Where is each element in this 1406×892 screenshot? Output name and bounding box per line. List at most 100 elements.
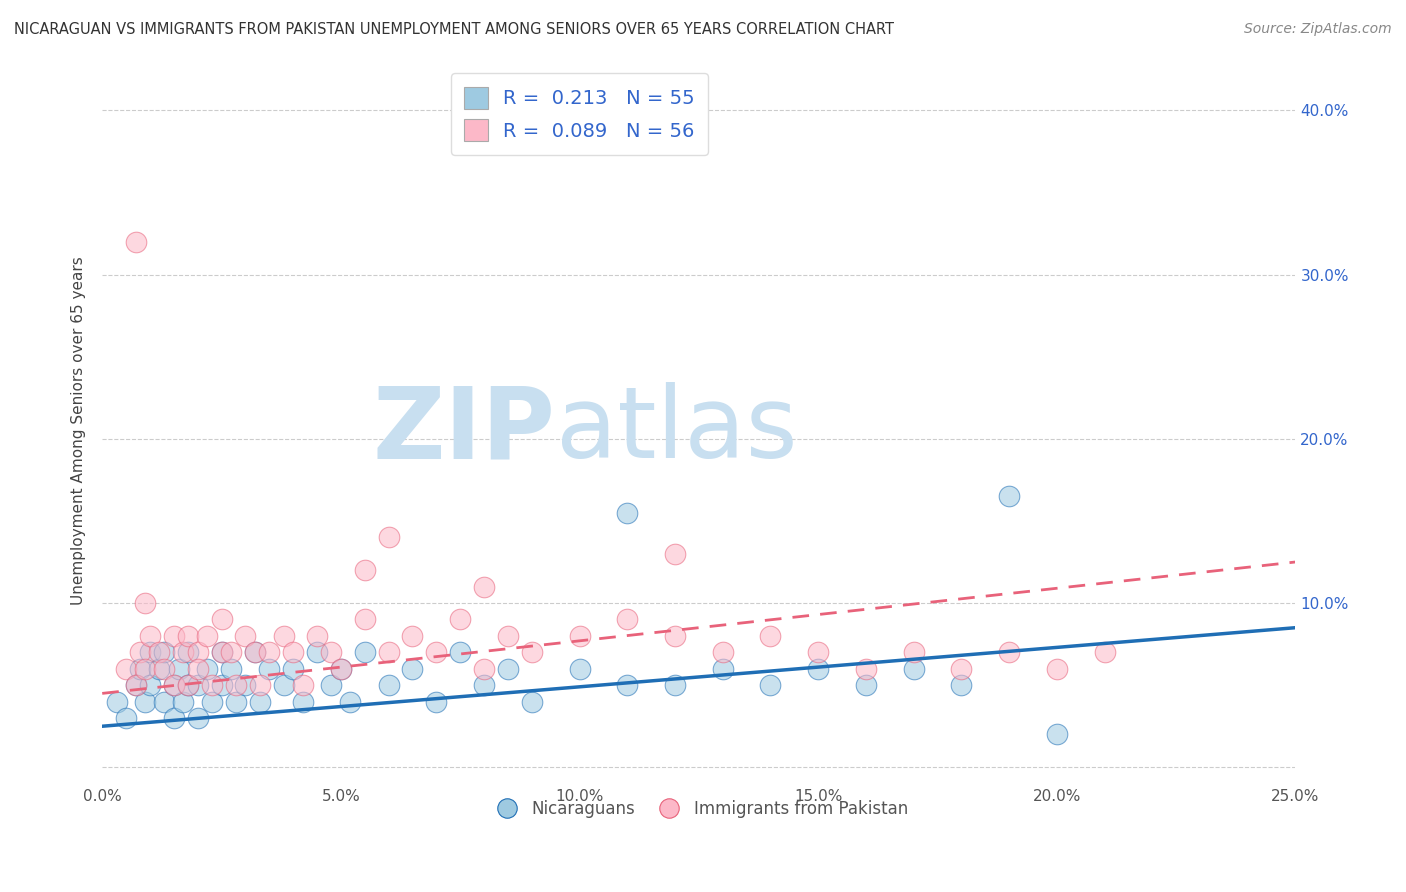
Point	[153, 662, 176, 676]
Point	[225, 678, 247, 692]
Point	[807, 645, 830, 659]
Point	[855, 662, 877, 676]
Point	[520, 695, 543, 709]
Point	[249, 678, 271, 692]
Point	[134, 596, 156, 610]
Point	[425, 695, 447, 709]
Point	[903, 662, 925, 676]
Point	[187, 645, 209, 659]
Point	[115, 662, 138, 676]
Point	[235, 678, 257, 692]
Point	[139, 645, 162, 659]
Text: ZIP: ZIP	[373, 382, 555, 479]
Point	[616, 506, 638, 520]
Point	[219, 662, 242, 676]
Text: NICARAGUAN VS IMMIGRANTS FROM PAKISTAN UNEMPLOYMENT AMONG SENIORS OVER 65 YEARS : NICARAGUAN VS IMMIGRANTS FROM PAKISTAN U…	[14, 22, 894, 37]
Point	[115, 711, 138, 725]
Point	[177, 678, 200, 692]
Point	[129, 662, 152, 676]
Y-axis label: Unemployment Among Seniors over 65 years: Unemployment Among Seniors over 65 years	[72, 256, 86, 605]
Text: Source: ZipAtlas.com: Source: ZipAtlas.com	[1244, 22, 1392, 37]
Point	[496, 629, 519, 643]
Point	[449, 612, 471, 626]
Point	[377, 678, 399, 692]
Point	[124, 678, 146, 692]
Point	[472, 580, 495, 594]
Point	[211, 645, 233, 659]
Point	[377, 530, 399, 544]
Point	[1094, 645, 1116, 659]
Point	[139, 678, 162, 692]
Point	[177, 645, 200, 659]
Point	[291, 695, 314, 709]
Point	[177, 678, 200, 692]
Point	[329, 662, 352, 676]
Point	[259, 645, 281, 659]
Legend: Nicaraguans, Immigrants from Pakistan: Nicaraguans, Immigrants from Pakistan	[484, 794, 914, 825]
Point	[172, 695, 194, 709]
Point	[664, 547, 686, 561]
Point	[616, 678, 638, 692]
Point	[211, 612, 233, 626]
Point	[273, 678, 295, 692]
Point	[472, 678, 495, 692]
Point	[998, 489, 1021, 503]
Point	[759, 629, 782, 643]
Point	[807, 662, 830, 676]
Point	[329, 662, 352, 676]
Point	[249, 695, 271, 709]
Point	[1046, 727, 1069, 741]
Point	[855, 678, 877, 692]
Point	[225, 695, 247, 709]
Point	[187, 711, 209, 725]
Point	[177, 629, 200, 643]
Point	[321, 678, 343, 692]
Point	[568, 629, 591, 643]
Point	[339, 695, 361, 709]
Point	[187, 662, 209, 676]
Point	[163, 711, 186, 725]
Point	[273, 629, 295, 643]
Point	[305, 645, 328, 659]
Point	[353, 563, 375, 577]
Point	[616, 612, 638, 626]
Point	[195, 629, 218, 643]
Point	[134, 695, 156, 709]
Point	[291, 678, 314, 692]
Point	[124, 235, 146, 249]
Point	[153, 645, 176, 659]
Point	[139, 629, 162, 643]
Point	[568, 662, 591, 676]
Point	[134, 662, 156, 676]
Point	[243, 645, 266, 659]
Point	[201, 695, 224, 709]
Point	[201, 678, 224, 692]
Point	[353, 645, 375, 659]
Point	[163, 678, 186, 692]
Point	[172, 645, 194, 659]
Point	[998, 645, 1021, 659]
Point	[281, 645, 304, 659]
Point	[903, 645, 925, 659]
Point	[105, 695, 128, 709]
Point	[1046, 662, 1069, 676]
Point	[377, 645, 399, 659]
Point	[711, 662, 734, 676]
Point	[711, 645, 734, 659]
Point	[219, 645, 242, 659]
Point	[148, 662, 170, 676]
Point	[305, 629, 328, 643]
Point	[124, 678, 146, 692]
Point	[211, 645, 233, 659]
Point	[353, 612, 375, 626]
Point	[163, 678, 186, 692]
Point	[950, 678, 973, 692]
Point	[259, 662, 281, 676]
Point	[163, 629, 186, 643]
Point	[187, 678, 209, 692]
Point	[195, 662, 218, 676]
Point	[211, 678, 233, 692]
Point	[148, 645, 170, 659]
Point	[153, 695, 176, 709]
Point	[129, 645, 152, 659]
